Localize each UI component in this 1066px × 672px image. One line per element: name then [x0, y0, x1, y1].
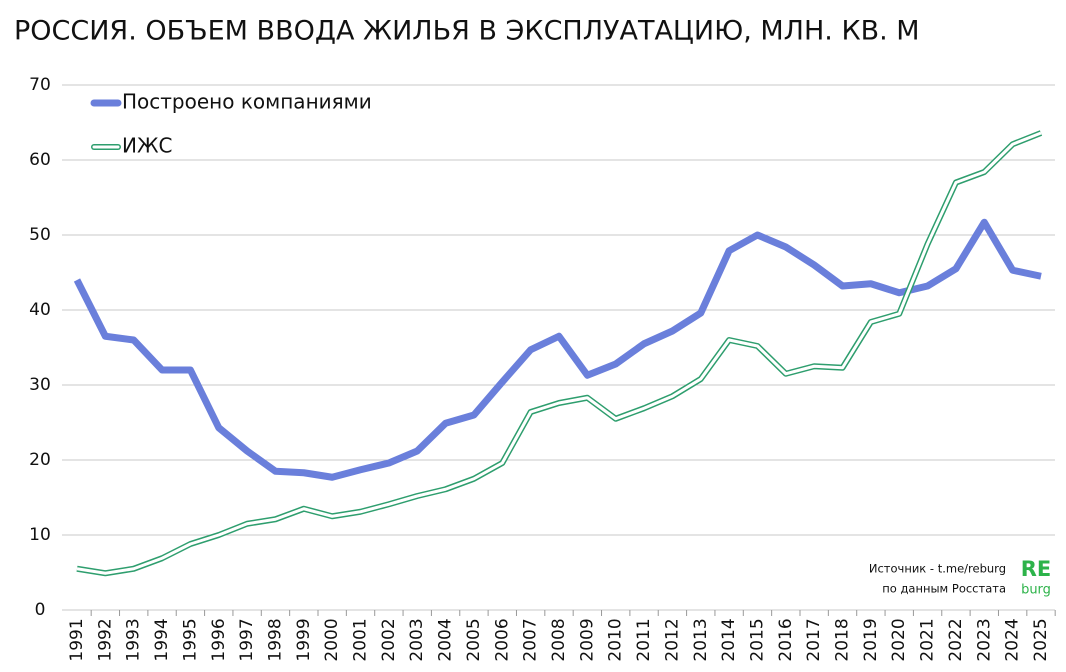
x-tick-label: 1994 [152, 618, 172, 661]
x-tick-label: 2000 [322, 618, 342, 661]
legend-label: Построено компаниями [122, 90, 372, 114]
x-tick-label: 2002 [379, 618, 399, 661]
x-tick-label: 2005 [464, 618, 484, 661]
y-tick-label: 20 [29, 450, 51, 470]
y-tick-label: 40 [29, 300, 51, 320]
x-tick-label: 2013 [691, 618, 711, 661]
x-tick-label: 2024 [1003, 618, 1023, 661]
x-tick-label: 2010 [606, 618, 626, 661]
x-tick-label: 2004 [436, 618, 456, 661]
y-tick-label: 0 [35, 600, 46, 620]
x-tick-label: 2018 [833, 618, 853, 661]
x-tick-label: 1991 [67, 618, 87, 661]
x-tick-label: 2025 [1031, 618, 1051, 661]
series-line [73, 218, 1042, 481]
x-tick-label: 2022 [946, 618, 966, 661]
x-tick-label: 2009 [577, 618, 597, 661]
x-tick-label: 1995 [180, 618, 200, 661]
x-tick-label: 2023 [974, 618, 994, 661]
x-tick-label: 2011 [634, 618, 654, 661]
legend-label: ИЖС [122, 134, 172, 158]
x-tick-label: 1993 [124, 618, 144, 661]
logo: burg [1021, 583, 1051, 598]
x-tick-label: 1992 [95, 618, 115, 661]
logo: RE [1021, 557, 1052, 581]
y-tick-label: 60 [29, 150, 51, 170]
x-tick-label: 1998 [265, 618, 285, 661]
x-tick-label: 2003 [407, 618, 427, 661]
x-tick-label: 2006 [492, 618, 512, 661]
y-tick-label: 70 [29, 75, 51, 95]
x-tick-label: 2021 [918, 618, 938, 661]
series-line [76, 130, 1043, 577]
x-tick-label: 2012 [662, 618, 682, 661]
series-line-inner [76, 131, 1042, 575]
x-tick-label: 2019 [861, 618, 881, 661]
chart-title: РОССИЯ. ОБЪЕМ ВВОДА ЖИЛЬЯ В ЭКСПЛУАТАЦИЮ… [14, 16, 920, 47]
x-tick-label: 2016 [776, 618, 796, 661]
x-tick-label: 1997 [237, 618, 257, 661]
source: Источник - t.me/reburg [869, 562, 1006, 576]
x-tick-label: 1996 [209, 618, 229, 661]
x-tick-label: 2020 [889, 618, 909, 661]
y-tick-label: 30 [29, 375, 51, 395]
x-tick-label: 2001 [351, 618, 371, 661]
x-tick-label: 2017 [804, 618, 824, 661]
x-tick-label: 1999 [294, 618, 314, 661]
y-tick-label: 10 [29, 525, 51, 545]
y-tick-label: 50 [29, 225, 51, 245]
x-tick-label: 2015 [747, 618, 767, 661]
x-tick-label: 2007 [521, 618, 541, 661]
x-tick-label: 2008 [549, 618, 569, 661]
source-note: по данным Росстата [882, 582, 1006, 596]
x-tick-label: 2014 [719, 618, 739, 661]
